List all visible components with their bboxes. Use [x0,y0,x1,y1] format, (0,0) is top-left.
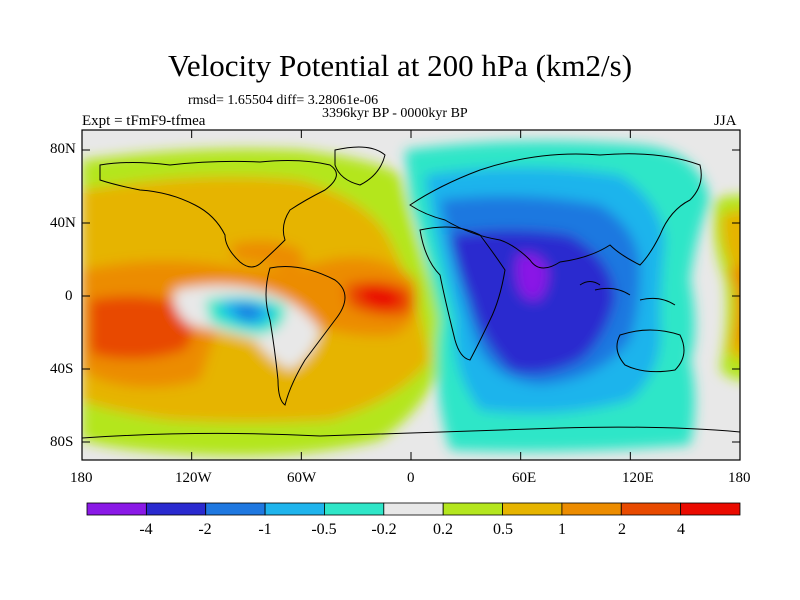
lon-label-60w: 60W [287,470,317,486]
colorbar-swatch [145,502,207,516]
colorbar-label: 1 [558,521,566,538]
colorbar-swatch [324,502,385,516]
contour-gt-4-atlantic [360,286,402,310]
lat-label-0: 0 [65,288,73,304]
colorbar-label: 0.5 [493,521,513,538]
colorbar-label: -0.2 [371,521,397,538]
colorbar-label: 4 [677,521,685,538]
colorbar-label: -4 [139,521,153,538]
lon-label-0: 0 [407,470,415,486]
contour-1-east-edge [728,266,740,342]
lat-label-40s: 40S [50,361,74,377]
period-label: 3396kyr BP - 0000kyr BP [322,106,468,121]
colorbar-swatch [680,502,741,516]
contour-2-to-4-pacific [90,296,193,359]
coastlines [82,146,740,439]
lon-label-120w: 120W [175,470,212,486]
colorbar-swatch [620,502,682,516]
lat-label-80n: 80N [50,141,76,157]
plot-title: Velocity Potential at 200 hPa (km2/s) [167,48,633,83]
lon-label-120e: 120E [622,470,654,486]
lon-label-60e: 60E [512,470,537,486]
colorbar-label: -2 [198,521,212,538]
colorbar-swatch [561,502,622,516]
contour-1-to-2-north [230,241,304,270]
contour-neg-1-pacific [235,304,262,320]
colorbar-label: 0.2 [433,521,453,538]
colorbar-swatch [383,502,444,516]
axis-ticks [81,130,741,460]
colorbar-swatch [205,502,266,516]
colorbar-swatch [502,502,563,516]
colorbar-label: -1 [258,521,272,538]
colorbar-label: -0.5 [311,521,337,538]
contour-0.5-east-edge [721,210,740,360]
contour-field [82,130,740,460]
lon-label-180-west: 180 [70,470,93,486]
lat-label-80s: 80S [50,434,74,450]
colorbar-swatch [442,502,503,516]
experiment-label: Expt = tFmF9-tfmea [82,113,206,129]
stats-label: rmsd= 1.65504 diff= 3.28061e-06 [188,93,379,108]
colorbar-swatch [264,502,325,516]
colorbar-swatch [86,502,147,516]
lon-label-180-east: 180 [728,470,751,486]
lat-label-40n: 40N [50,215,76,231]
contour-neg-2-east [450,230,615,374]
colorbar-label: 2 [618,521,626,538]
season-label: JJA [714,113,737,129]
colorbar [86,502,741,516]
contour-neg-4-east [516,254,548,301]
